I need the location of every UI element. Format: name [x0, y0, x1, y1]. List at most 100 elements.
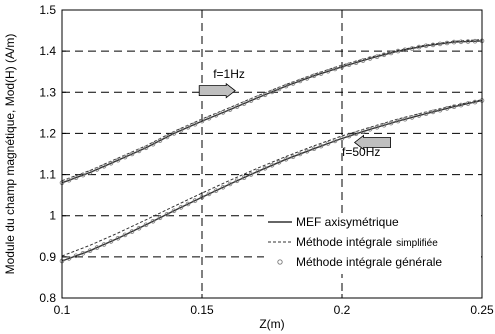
data-point-f50hz [234, 178, 240, 184]
data-point-f1hz [367, 56, 373, 61]
data-point-f50hz [143, 222, 149, 228]
data-point-f50hz [304, 149, 310, 154]
data-point-f50hz [458, 102, 464, 108]
data-point-f50hz [150, 219, 156, 224]
data-point-f50hz [402, 116, 408, 122]
y-tick-label: 1.5 [39, 3, 56, 17]
legend-label-simplified: Méthode intégrale simplifiée [296, 235, 438, 249]
data-point-f1hz [234, 104, 240, 109]
data-point-f50hz [220, 185, 226, 190]
data-point-f1hz [409, 46, 415, 51]
data-point-f50hz [192, 198, 198, 203]
legend-box [264, 214, 481, 274]
data-point-f1hz [353, 60, 359, 65]
data-point-f50hz [213, 188, 219, 193]
data-point-f50hz [381, 122, 387, 128]
data-point-f50hz [80, 251, 86, 256]
data-point-f1hz [122, 154, 128, 160]
data-point-f1hz [171, 131, 177, 136]
data-point-f1hz [444, 40, 450, 46]
y-tick-label: 1.1 [39, 168, 56, 182]
data-point-f50hz [416, 113, 422, 118]
data-point-f1hz [220, 110, 226, 115]
data-point-f1hz [108, 161, 114, 166]
arrow-right-icon [198, 82, 236, 99]
data-point-f50hz [430, 109, 436, 115]
data-point-f50hz [94, 245, 100, 250]
ticks: 0.1 0.15 0.2 0.25 0.8 0.9 1 1.1 1.2 1.3 1.4 1.5 [39, 3, 494, 317]
data-point-f1hz [360, 58, 366, 63]
data-point-f1hz [472, 38, 478, 44]
data-point-f1hz [248, 98, 254, 103]
data-point-f1hz [80, 172, 86, 178]
data-point-f1hz [129, 151, 135, 157]
data-point-f50hz [262, 166, 268, 171]
y-tick-label: 1.3 [39, 85, 56, 99]
data-point-f1hz [311, 73, 317, 79]
data-point-f1hz [416, 44, 422, 50]
data-point-f50hz [451, 104, 457, 109]
data-point-f50hz [409, 115, 415, 120]
data-point-f50hz [248, 172, 254, 177]
y-tick-label: 0.9 [39, 250, 56, 264]
legend-label-simplified-main: Méthode intégrale [296, 235, 392, 249]
data-point-f50hz [206, 191, 212, 197]
data-point-f50hz [367, 127, 373, 132]
data-point-f50hz [444, 106, 450, 111]
data-point-f50hz [353, 131, 359, 137]
data-point-f50hz [101, 242, 107, 247]
y-tick-label: 1 [49, 209, 56, 223]
data-point-f1hz [304, 76, 310, 81]
data-point-f1hz [227, 107, 233, 112]
data-point-f50hz [325, 141, 331, 146]
series-line-solid-f50hz [61, 99, 483, 262]
data-point-f1hz [430, 42, 436, 48]
data-point-f50hz [171, 208, 177, 214]
data-point-f1hz [143, 145, 149, 151]
data-point-f1hz [269, 89, 275, 95]
data-point-f50hz [136, 225, 142, 231]
data-point-f1hz [423, 43, 429, 49]
data-point-f1hz [458, 39, 464, 45]
data-point-f50hz [66, 256, 72, 261]
x-tick-label: 0.25 [470, 303, 494, 317]
data-point-f50hz [122, 232, 128, 238]
data-point-f1hz [66, 177, 72, 183]
data-point-f1hz [318, 71, 324, 76]
data-point-f50hz [164, 212, 170, 217]
annotation-label-f50hz: f=50Hz [342, 145, 380, 159]
data-point-f1hz [255, 95, 261, 100]
data-point-f1hz [388, 50, 394, 56]
data-point-f50hz [332, 138, 338, 144]
data-point-f50hz [283, 157, 289, 162]
x-tick-label: 0.1 [54, 303, 71, 317]
data-point-f50hz [73, 253, 79, 259]
data-point-f1hz [192, 121, 198, 127]
data-point-f1hz [101, 164, 107, 169]
data-point-f50hz [199, 194, 205, 200]
data-point-f50hz [255, 169, 261, 174]
arrow-left-icon [353, 134, 391, 151]
data-point-f1hz [346, 62, 352, 67]
data-point-f1hz [290, 81, 296, 86]
data-point-f1hz [199, 118, 205, 124]
legend: MEF axisymétrique Méthode intégrale simpl… [264, 214, 481, 274]
data-point-f50hz [178, 205, 184, 210]
data-point-f50hz [374, 125, 380, 130]
data-point-f50hz [115, 236, 121, 241]
legend-label-mef: MEF axisymétrique [296, 215, 399, 229]
legend-swatch-circle [277, 259, 283, 265]
data-point-f50hz [185, 201, 191, 207]
series-line-solid-f1hz [61, 40, 483, 184]
data-point-f1hz [262, 92, 268, 98]
x-tick-label: 0.2 [334, 303, 351, 317]
data-point-f1hz [185, 125, 191, 130]
data-point-f50hz [472, 99, 478, 105]
plot-frame [61, 9, 483, 299]
y-tick-label: 1.4 [39, 44, 56, 58]
x-axis-title: Z(m) [259, 317, 284, 331]
data-point-f50hz [437, 107, 443, 113]
data-point-f1hz [213, 113, 219, 118]
